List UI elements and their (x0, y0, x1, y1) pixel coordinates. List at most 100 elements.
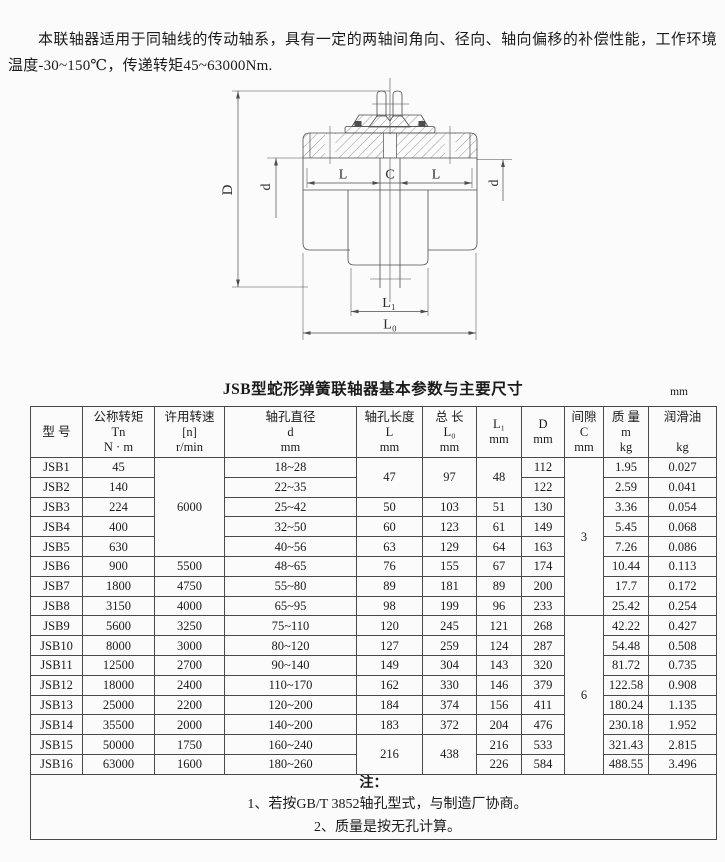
table-row: JSB1 45 6000 18~28 47 97 48 112 3 1.95 0.027 (30, 456, 717, 617)
cell-n: 3250 (154, 615, 225, 637)
cell-model: JSB1 (30, 457, 83, 478)
cell-oil: 0.041 (648, 476, 717, 498)
cell-n: 6000 (154, 457, 225, 557)
cell-m: 321.43 (603, 734, 649, 755)
cell-L1: 146 (476, 674, 522, 696)
cell-L0: 155 (422, 555, 477, 577)
col-header-L1: L₁ mm (476, 406, 522, 458)
cell-m: 488.55 (603, 753, 649, 775)
table-row: JSB15 50000 1750 160~240 216 438 216 533 321.43 2… (30, 734, 717, 775)
cell-tn: 630 (82, 536, 155, 557)
cell-d: 180~260 (224, 753, 357, 775)
cell-L: 127 (356, 635, 423, 656)
table-header: 型 号公称转矩 Tn N · m 许用转速 [n] r/min 轴孔直径 d mm 轴… (30, 406, 717, 458)
cell-n: 3000 (154, 635, 225, 656)
col-header-n: 许用转速 [n] r/min (154, 406, 225, 458)
cell-D: 174 (521, 555, 565, 577)
cell-d: 18~28 (224, 457, 357, 478)
col-header-D: D mm (521, 406, 565, 458)
cell-m: 17.7 (603, 575, 649, 597)
cell-model: JSB4 (30, 516, 83, 538)
cell-L: 76 (356, 555, 423, 577)
cell-L0: 129 (422, 536, 477, 557)
cell-n: 5500 (154, 555, 225, 577)
cell-model: JSB12 (30, 674, 83, 696)
table-row: JSB4 400 32~50 60 123 61 149 5.45 0.068 (30, 516, 717, 538)
table-row: JSB12 18000 2400 110~170 162 330 146 379 122.58 0… (30, 674, 717, 696)
cell-d: 90~140 (224, 654, 357, 676)
cell-C: 3 (564, 456, 604, 617)
cell-L1: 64 (476, 536, 522, 557)
cell-L0: 304 (422, 654, 477, 676)
cell-oil: 0.735 (648, 654, 717, 676)
cell-D: 320 (521, 654, 565, 676)
col-header-oil: 润滑油 kg (648, 406, 717, 458)
table-row: JSB9 5600 3250 75~110 120 245 121 268 6 42.22 0.42… (30, 615, 717, 775)
cell-L1: 51 (476, 496, 522, 518)
cell-D: 379 (521, 674, 565, 696)
cell-m: 1.95 (603, 457, 649, 478)
col-header-C: 间隙 C mm (564, 406, 604, 458)
cell-n: 1600 (154, 753, 225, 775)
table-row: JSB14 35500 2000 140~200 183 372 204 476 230.18 1… (30, 714, 717, 736)
table-row: JSB7 1800 4750 55~80 89 181 89 200 17.7 0.172 (30, 575, 717, 597)
cell-oil: 1.135 (648, 694, 717, 716)
coupling-drawing (232, 78, 512, 340)
table-row: JSB13 25000 2200 120~200 184 374 156 411 180.24 1… (30, 694, 717, 716)
cell-model: JSB10 (30, 635, 83, 656)
table-unit-label: mm (670, 386, 688, 398)
cell-oil: 0.508 (648, 635, 717, 656)
cell-model: JSB14 (30, 714, 83, 736)
dim-label-L1: L₁ (382, 296, 395, 311)
cell-D: 411 (521, 694, 565, 716)
dim-label-D: D (220, 184, 236, 195)
cell-tn: 8000 (82, 635, 155, 656)
cell-oil: 0.908 (648, 674, 717, 696)
cell-d: 120~200 (224, 694, 357, 716)
cell-D: 149 (521, 516, 565, 538)
dim-label-L-left: L (339, 168, 348, 183)
cell-model: JSB16 (30, 753, 83, 775)
col-header-L: 轴孔长度 L mm (356, 406, 423, 458)
cell-m: 180.24 (603, 694, 649, 716)
cell-m: 3.36 (603, 496, 649, 518)
cell-model: JSB3 (30, 496, 83, 518)
cell-oil: 0.054 (648, 496, 717, 518)
cell-m: 5.45 (603, 516, 649, 538)
cell-model: JSB15 (30, 734, 83, 755)
cell-oil: 2.815 (648, 734, 717, 755)
cell-L0: 199 (422, 595, 477, 617)
header-row: 型 号公称转矩 Tn N · m 许用转速 [n] r/min 轴孔直径 d mm 轴… (30, 406, 717, 458)
cell-L: 183 (356, 714, 423, 736)
cell-L: 216 (356, 734, 423, 775)
cell-oil: 1.952 (648, 714, 717, 736)
cell-m: 122.58 (603, 674, 649, 696)
cell-n: 4750 (154, 575, 225, 597)
col-header-m: 质 量 m kg (603, 406, 649, 458)
cell-L1: 61 (476, 516, 522, 538)
cell-tn: 45 (82, 457, 155, 478)
table-row: JSB10 8000 3000 80~120 127 259 124 287 54.48 0.50… (30, 635, 717, 656)
cell-L1: 226 (476, 753, 522, 775)
cell-oil: 0.068 (648, 516, 717, 538)
cell-oil: 0.427 (648, 615, 717, 637)
cell-tn: 900 (82, 555, 155, 577)
cell-L: 120 (356, 615, 423, 637)
cell-d: 48~65 (224, 555, 357, 577)
cell-tn: 18000 (82, 674, 155, 696)
cell-L0: 374 (422, 694, 477, 716)
cell-D: 200 (521, 575, 565, 597)
cell-d: 80~120 (224, 635, 357, 656)
cell-tn: 25000 (82, 694, 155, 716)
cell-L0: 438 (422, 734, 477, 775)
cell-d: 22~35 (224, 476, 357, 498)
cell-L0: 123 (422, 516, 477, 538)
cell-D: 163 (521, 536, 565, 557)
note-item: 1、若按GB/T 3852轴孔型式，与制造厂协商。 (247, 796, 528, 812)
cell-model: JSB7 (30, 575, 83, 597)
cell-tn: 35500 (82, 714, 155, 736)
notes-cell: 注： 1、若按GB/T 3852轴孔型式，与制造厂协商。 2、质量是按无孔计算。 (30, 773, 717, 840)
cell-n: 4000 (154, 595, 225, 617)
cell-oil: 3.496 (648, 753, 717, 775)
